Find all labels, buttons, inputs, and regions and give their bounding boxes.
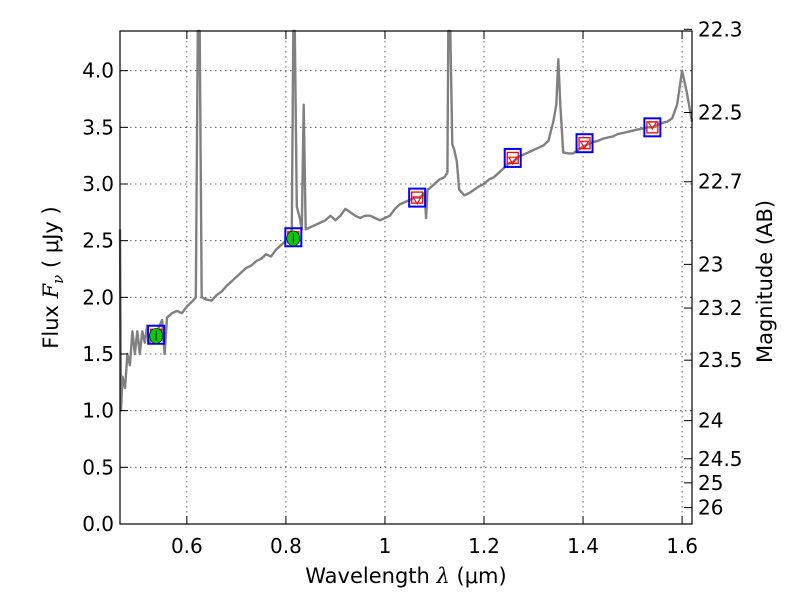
y2-tick-label: 24 [698,409,723,433]
model-flux-box [575,133,594,154]
y-axis-title-prefix: Flux [39,298,63,348]
x-axis-title: Wavelength λ (μm) [305,564,506,588]
upper-limit-marker [412,196,423,205]
y2-tick-label: 24.5 [698,447,743,471]
x-tick-label: 1.4 [567,534,599,558]
y2-tick-label: 23 [698,252,723,276]
y-axis-title-symbol: F [39,282,63,299]
x-tick-label: 1 [379,534,392,558]
y-tick-label: 1.0 [82,399,114,423]
x-axis-title-symbol: λ [436,564,450,588]
photometry-markers [147,117,662,345]
y2-tick-label: 23.2 [698,296,743,320]
y-tick-label: 3.0 [82,172,114,196]
y2-tick-label: 22.7 [698,170,743,194]
y-tick-label: 2.5 [82,229,114,253]
model-flux-box [284,227,303,248]
y2-tick-label: 22.5 [698,101,743,125]
y2-tick-label: 23.5 [698,348,743,372]
model-flux-box [503,147,522,168]
x-tick-label: 0.6 [171,534,203,558]
y-axis-title-subscript: ν [49,275,67,284]
upper-limit-marker [507,156,518,166]
y2-tick-label: 22.3 [698,17,743,41]
x-axis-title-prefix: Wavelength [305,564,436,588]
plot-frame [119,30,693,525]
x-tick-label: 1.6 [666,534,698,558]
y-tick-label: 0.0 [82,512,114,536]
y2-tick-label: 25 [698,471,723,495]
y2-tick-label: 26 [698,496,723,520]
x-axis-title-unit: (μm) [450,564,507,588]
axis-ticks: 0.6 0.8 1 1.2 1.4 1.6 0.0 0.5 1.0 1.5 2.0 2.5 3.0 3.5… [82,17,742,558]
x-tick-label: 1.2 [468,534,500,558]
y-tick-label: 0.5 [82,455,114,479]
grid-lines [120,31,692,524]
y-tick-label: 4.0 [82,59,114,83]
model-flux-box [643,117,662,138]
upper-limit-marker [647,121,658,131]
y-tick-label: 1.5 [82,342,114,366]
y2-axis-title: Magnitude (AB) [753,200,777,363]
upper-limit-marker [579,140,590,150]
y-tick-label: 2.0 [82,285,114,309]
model-flux-box [408,187,427,208]
y-axis-title-unit: ( μJy ) [39,206,63,274]
y-axis-title: Flux Fν ( μJy ) [39,206,67,348]
y-tick-label: 3.5 [82,115,114,139]
model-flux-box [147,324,166,345]
x-tick-label: 0.8 [270,534,302,558]
